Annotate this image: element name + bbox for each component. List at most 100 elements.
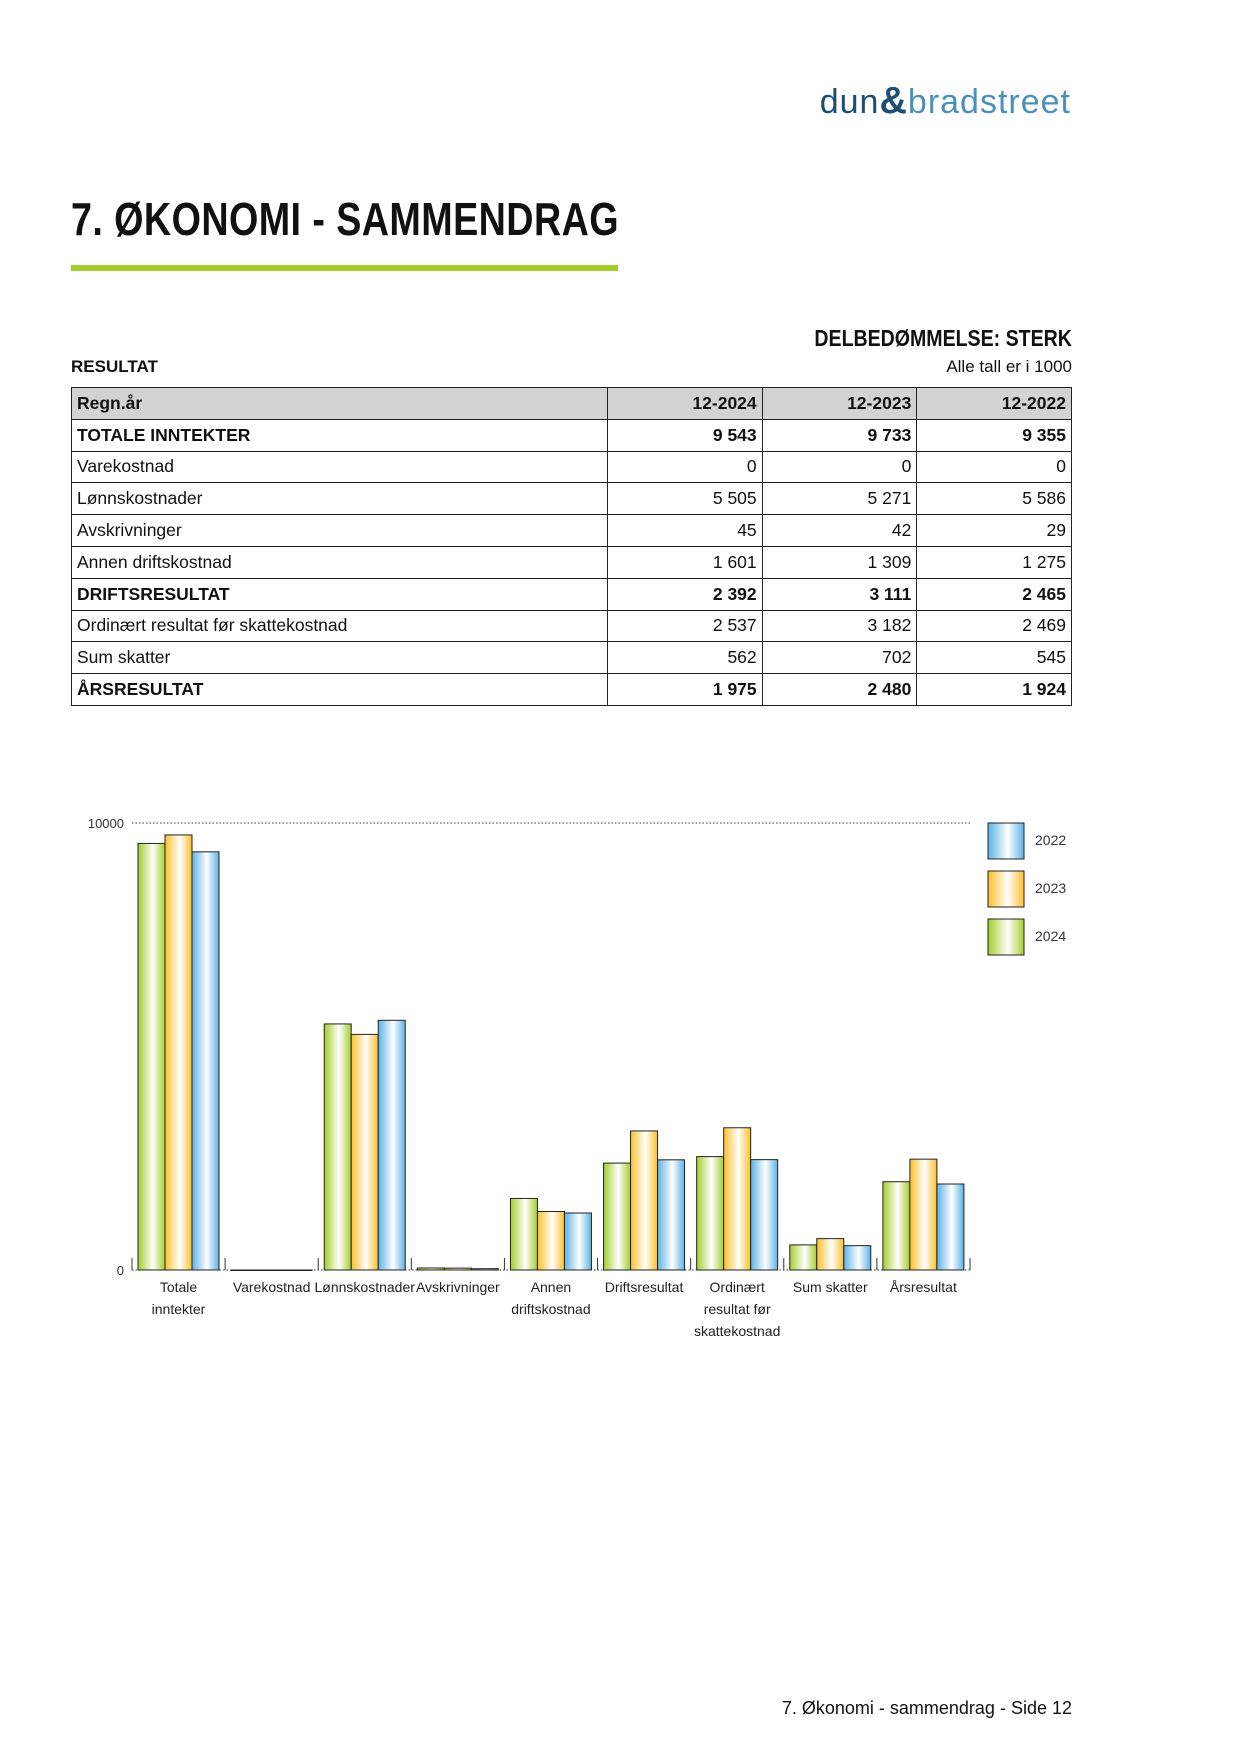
bar-2023 xyxy=(816,1238,845,1271)
y-tick-label: 10000 xyxy=(88,816,124,831)
bar-2022 xyxy=(563,1212,592,1271)
legend-label: 2023 xyxy=(1035,880,1066,896)
bar-2022 xyxy=(191,851,220,1271)
table-row: Varekostnad 0 0 0 xyxy=(71,450,1072,484)
bar-2023 xyxy=(443,1267,472,1271)
legend-label: 2022 xyxy=(1035,832,1066,848)
bar-2024 xyxy=(323,1023,352,1271)
bar-2022 xyxy=(284,1269,313,1271)
table-row: DRIFTSRESULTAT 2 392 3 111 2 465 xyxy=(71,577,1072,611)
bar-2024 xyxy=(137,842,166,1271)
row-label: ÅRSRESULTAT xyxy=(71,673,608,706)
x-tick-label: Ordinært xyxy=(710,1279,765,1295)
bar-2024 xyxy=(882,1181,911,1271)
row-value: 2 480 xyxy=(761,673,918,706)
row-value: 702 xyxy=(761,641,918,675)
bar-2023 xyxy=(164,834,193,1271)
bar-2024 xyxy=(509,1197,538,1271)
row-label: Avskrivninger xyxy=(71,514,608,547)
bar-2024 xyxy=(230,1269,259,1271)
table-header-row: Regn.år 12-2024 12-2023 12-2022 xyxy=(71,387,1072,420)
row-value: 9 543 xyxy=(607,418,763,452)
bar-2023 xyxy=(909,1158,938,1271)
row-label: DRIFTSRESULTAT xyxy=(71,577,608,611)
x-tick-label: Sum skatter xyxy=(793,1279,868,1295)
row-label: Varekostnad xyxy=(71,450,608,484)
bar-2022 xyxy=(377,1019,406,1271)
bar-2023 xyxy=(723,1127,752,1271)
row-value: 3 111 xyxy=(761,577,918,611)
row-value: 1 601 xyxy=(607,545,763,579)
bar-2024 xyxy=(789,1244,818,1271)
row-label: Sum skatter xyxy=(71,641,608,675)
title-underline xyxy=(71,265,618,271)
row-value: 1 975 xyxy=(607,673,763,706)
row-value: 5 586 xyxy=(916,482,1072,516)
row-value: 5 505 xyxy=(607,482,763,516)
bar-2023 xyxy=(350,1033,379,1271)
x-tick-label: inntekter xyxy=(152,1301,206,1317)
row-value: 1 275 xyxy=(916,545,1072,579)
row-label: Ordinært resultat før skattekostnad xyxy=(71,609,608,643)
x-tick-label: Årsresultat xyxy=(890,1279,957,1295)
dun-bradstreet-logo: dun&bradstreet xyxy=(819,80,1071,122)
row-value: 562 xyxy=(607,641,763,675)
rating-heading: DELBEDØMMELSE: STERK xyxy=(814,325,1072,351)
row-value: 2 537 xyxy=(607,609,763,643)
row-value: 45 xyxy=(607,514,763,547)
table-row: ÅRSRESULTAT 1 975 2 480 1 924 xyxy=(71,673,1072,706)
table-row: Annen driftskostnad 1 601 1 309 1 275 xyxy=(71,545,1072,579)
bar-2022 xyxy=(843,1245,872,1271)
row-value: 0 xyxy=(607,450,763,484)
page-title: 7. ØKONOMI - SAMMENDRAG xyxy=(71,193,619,245)
row-value: 2 469 xyxy=(916,609,1072,643)
row-value: 1 309 xyxy=(761,545,918,579)
row-label: Lønnskostnader xyxy=(71,482,608,516)
row-value: 2 465 xyxy=(916,577,1072,611)
row-value: 3 182 xyxy=(761,609,918,643)
header-cell: 12-2023 xyxy=(761,387,918,420)
y-tick-label: 0 xyxy=(117,1263,124,1278)
bar-2022 xyxy=(470,1268,499,1271)
row-value: 29 xyxy=(916,514,1072,547)
row-label: Annen driftskostnad xyxy=(71,545,608,579)
row-value: 0 xyxy=(916,450,1072,484)
row-value: 1 924 xyxy=(916,673,1072,706)
row-value: 5 271 xyxy=(761,482,918,516)
table-row: Ordinært resultat før skattekostnad 2 537… xyxy=(71,609,1072,643)
legend-swatch-2022 xyxy=(987,822,1025,860)
row-value: 2 392 xyxy=(607,577,763,611)
row-value: 42 xyxy=(761,514,918,547)
page-footer: 7. Økonomi - sammendrag - Side 12 xyxy=(781,1698,1072,1718)
x-tick-label: Driftsresultat xyxy=(605,1279,684,1295)
x-tick-label: resultat før xyxy=(704,1301,771,1317)
bar-2023 xyxy=(630,1130,659,1271)
row-label: TOTALE INNTEKTER xyxy=(71,418,608,452)
x-tick-label: Varekostnad xyxy=(233,1279,311,1295)
header-cell: Regn.år xyxy=(71,387,608,420)
x-tick-label: Annen xyxy=(531,1279,571,1295)
units-note: Alle tall er i 1000 xyxy=(946,357,1072,376)
row-value: 545 xyxy=(916,641,1072,675)
x-tick-label: Totale xyxy=(160,1279,198,1295)
bar-2024 xyxy=(696,1156,725,1271)
results-bar-chart: 10000 0 Totale inntekter Varekostnad Lønnskos… xyxy=(88,816,1067,1339)
results-table: Regn.år 12-2024 12-2023 12-2022 TOTALE I… xyxy=(71,387,1072,706)
row-value: 9 355 xyxy=(916,418,1072,452)
table-row: Avskrivninger 45 42 29 xyxy=(71,514,1072,547)
bar-2023 xyxy=(536,1210,565,1271)
legend-swatch-2024 xyxy=(987,918,1025,956)
bar-2023 xyxy=(257,1269,286,1271)
bar-2022 xyxy=(936,1183,965,1271)
legend-swatch-2023 xyxy=(987,870,1025,908)
bar-2022 xyxy=(750,1159,779,1271)
legend-label: 2024 xyxy=(1035,928,1066,944)
x-tick-label: Lønnskostnader xyxy=(315,1279,416,1295)
section-title: RESULTAT xyxy=(71,357,158,376)
x-tick-label: skattekostnad xyxy=(694,1323,780,1339)
bar-2024 xyxy=(416,1267,445,1271)
x-tick-label: Avskrivninger xyxy=(416,1279,500,1295)
bar-2022 xyxy=(657,1159,686,1271)
table-row: Sum skatter 562 702 545 xyxy=(71,641,1072,675)
row-value: 0 xyxy=(761,450,918,484)
